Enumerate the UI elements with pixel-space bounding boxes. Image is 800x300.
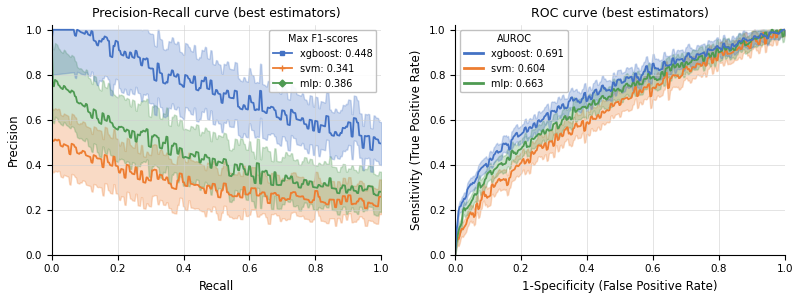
Title: Precision-Recall curve (best estimators): Precision-Recall curve (best estimators)	[92, 7, 341, 20]
Legend: xgboost: 0.691, svm: 0.604, mlp: 0.663: xgboost: 0.691, svm: 0.604, mlp: 0.663	[460, 30, 568, 92]
X-axis label: 1-Specificity (False Positive Rate): 1-Specificity (False Positive Rate)	[522, 280, 718, 293]
Title: ROC curve (best estimators): ROC curve (best estimators)	[531, 7, 709, 20]
Y-axis label: Precision: Precision	[7, 114, 20, 166]
Y-axis label: Sensitivity (True Positive Rate): Sensitivity (True Positive Rate)	[410, 50, 423, 230]
X-axis label: Recall: Recall	[199, 280, 234, 293]
Legend: xgboost: 0.448, svm: 0.341, mlp: 0.386: xgboost: 0.448, svm: 0.341, mlp: 0.386	[269, 30, 377, 92]
